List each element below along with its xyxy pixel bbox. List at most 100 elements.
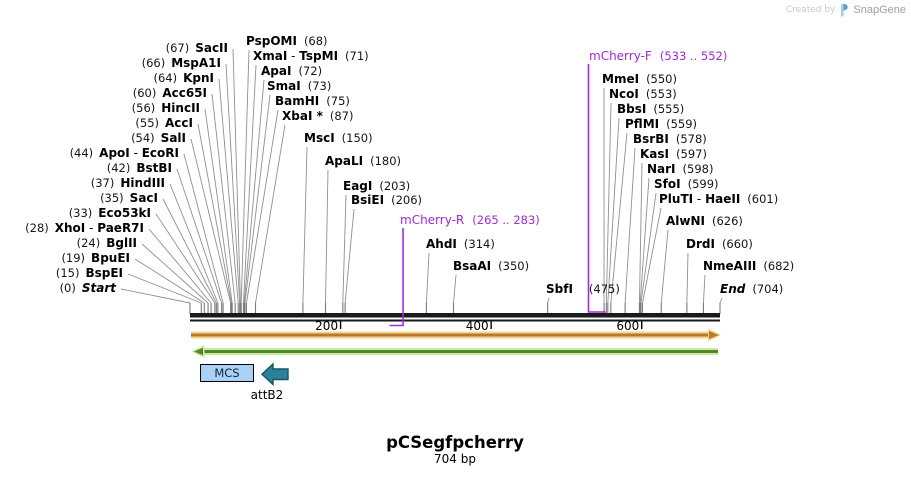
- site-label-NarI[interactable]: NarI (598): [647, 162, 714, 176]
- site-label-End[interactable]: End (704): [720, 282, 784, 296]
- leader-line: [232, 48, 241, 304]
- site-label-EagI[interactable]: EagI (203): [343, 179, 411, 193]
- leader-line: [243, 64, 257, 304]
- site-label-AhdI[interactable]: AhdI (314): [426, 237, 495, 251]
- mcs-label: MCS: [214, 366, 240, 380]
- site-label-DrdI[interactable]: DrdI (660): [686, 237, 753, 251]
- leader-line: [605, 102, 612, 304]
- site-label-AccI[interactable]: (55) AccI: [135, 116, 193, 130]
- site-label-SmaI[interactable]: SmaI (73): [267, 79, 332, 93]
- primer-label-mCherry-F[interactable]: mCherry-F (533 .. 552): [589, 49, 728, 63]
- snapgene-logo-icon: [839, 3, 849, 17]
- leader-line: [197, 123, 232, 304]
- leader-line: [702, 274, 706, 304]
- site-label-Acc65I[interactable]: (60) Acc65I: [132, 86, 207, 100]
- site-label-SacI[interactable]: (35) SacI: [100, 191, 158, 205]
- primer-bracket-mCherry-R: [389, 228, 404, 327]
- site-label-BsiEI[interactable]: BsiEI (206): [351, 193, 423, 207]
- site-label-KasI[interactable]: KasI (597): [640, 147, 707, 161]
- site-label-BbsI[interactable]: BbsI (555): [617, 102, 685, 116]
- leader-line: [344, 208, 355, 304]
- plasmid-length: 704 bp: [434, 452, 476, 466]
- leader-line: [255, 124, 286, 304]
- leader-line: [190, 138, 232, 304]
- site-label-MspA1I[interactable]: (66) MspA1I: [141, 56, 221, 70]
- leader-line: [302, 146, 308, 304]
- site-label-BpuEI[interactable]: (19) BpuEI: [61, 251, 130, 265]
- leader-line: [162, 198, 217, 304]
- attb2-arrow-icon[interactable]: [260, 362, 289, 387]
- leader-line: [204, 108, 233, 304]
- site-label-SacII[interactable]: (67) SacII: [165, 41, 228, 55]
- leader-line: [607, 117, 620, 304]
- attb2-label: attB2: [250, 388, 284, 402]
- site-label-NmeAIII[interactable]: NmeAIII (682): [703, 259, 795, 273]
- site-label-BsaAI[interactable]: BsaAI (350): [453, 259, 530, 273]
- site-label-XbaI*[interactable]: XbaI * (87): [282, 109, 354, 123]
- watermark-brand: SnapGene: [853, 4, 906, 16]
- site-label-BspEI[interactable]: (15) BspEI: [55, 266, 123, 280]
- leader-line: [218, 78, 239, 304]
- sequence-line-bottom: [190, 319, 720, 322]
- leader-line: [342, 194, 347, 304]
- site-label-ApaLI[interactable]: ApaLI (180): [325, 154, 402, 168]
- site-label-MmeI[interactable]: MmeI (550): [602, 72, 677, 86]
- leader-line: [639, 177, 650, 304]
- leader-line: [624, 147, 636, 304]
- leader-line: [225, 63, 241, 304]
- site-label-XmaI-TspMI[interactable]: XmaI - TspMI (71): [253, 49, 369, 63]
- site-label-PflMI[interactable]: PflMI (559): [625, 117, 698, 131]
- leader-line: [148, 228, 212, 304]
- leader-line: [547, 297, 550, 304]
- leader-line: [155, 213, 216, 304]
- ruler-number-400: 400: [465, 319, 489, 333]
- plasmid-title-block: pCSegfpcherry 704 bp: [305, 433, 605, 467]
- leader-line: [169, 183, 219, 304]
- site-label-MscI[interactable]: MscI (150): [304, 131, 373, 145]
- leader-line: [719, 297, 723, 304]
- primer-label-mCherry-R[interactable]: mCherry-R (265 .. 283): [400, 213, 540, 227]
- site-label-HincII[interactable]: (56) HincII: [131, 101, 200, 115]
- leader-line: [244, 94, 271, 304]
- leader-line: [640, 192, 657, 304]
- site-label-PluTI-HaeII[interactable]: PluTI - HaeII (601): [659, 192, 779, 206]
- site-label-PspOMI[interactable]: PspOMI (68): [246, 34, 328, 48]
- plasmid-name: pCSegfpcherry: [386, 433, 524, 452]
- site-label-AlwNI[interactable]: AlwNI (626): [666, 214, 743, 228]
- site-label-BstBI[interactable]: (42) BstBI: [106, 161, 172, 175]
- forward-arrowhead-icon: [709, 331, 719, 339]
- site-label-ApaI[interactable]: ApaI (72): [261, 64, 323, 78]
- watermark-prefix: Created by: [785, 5, 836, 15]
- ruler-number-200: 200: [315, 319, 339, 333]
- site-label-XhoI-PaeR7I[interactable]: (28) XhoI - PaeR7I: [25, 221, 144, 235]
- leader-line: [134, 258, 205, 304]
- site-label-BglII[interactable]: (24) BglII: [76, 236, 137, 250]
- leader-line: [127, 273, 202, 304]
- site-label-NcoI[interactable]: NcoI (553): [609, 87, 677, 101]
- site-label-SbfI[interactable]: SbfI (475): [546, 282, 620, 296]
- site-label-Eco53kI[interactable]: (33) Eco53kI: [68, 206, 151, 220]
- leader-line: [325, 169, 329, 304]
- leader-line: [120, 288, 191, 304]
- primer-bracket-mCherry-F: [587, 64, 606, 313]
- snapgene-watermark: Created by SnapGene: [786, 3, 906, 17]
- site-label-SfoI[interactable]: SfoI (599): [654, 177, 719, 191]
- leader-line: [453, 274, 457, 304]
- site-label-BamHI[interactable]: BamHI (75): [275, 94, 350, 108]
- leader-line: [141, 243, 209, 304]
- site-label-SalI[interactable]: (54) SalI: [131, 131, 186, 145]
- site-label-Start[interactable]: (0) Start: [59, 281, 116, 295]
- leader-line: [660, 229, 669, 304]
- leader-line: [240, 49, 250, 304]
- site-label-ApoI-EcoRI[interactable]: (44) ApoI - EcoRI: [69, 146, 179, 160]
- leader-line: [243, 79, 265, 304]
- leader-line: [246, 109, 279, 304]
- ruler-number-600: 600: [616, 319, 640, 333]
- leader-line: [638, 162, 643, 304]
- site-label-BsrBI[interactable]: BsrBI (578): [633, 132, 707, 146]
- site-label-KpnI[interactable]: (64) KpnI: [153, 71, 214, 85]
- site-label-HindIII[interactable]: (37) HindIII: [90, 176, 165, 190]
- mcs-feature[interactable]: MCS: [200, 364, 254, 382]
